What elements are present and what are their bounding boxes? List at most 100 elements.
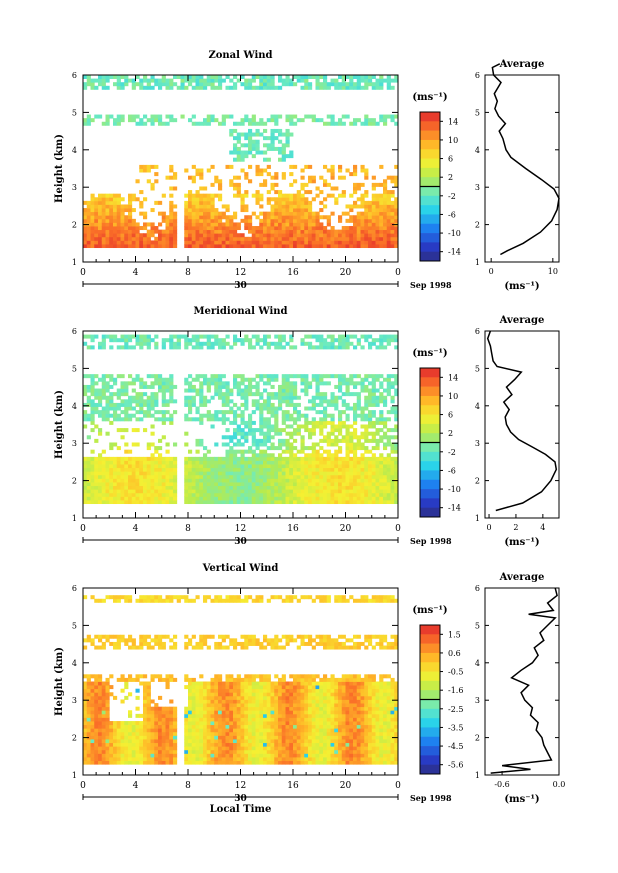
x-tick-label: 8: [185, 524, 191, 534]
y-tick-label: 3: [72, 696, 77, 705]
colorbar-tick-label: 10: [448, 392, 458, 401]
average-y-tick-label: 4: [475, 146, 480, 155]
y-tick-label: 6: [72, 584, 77, 593]
colorbar-swatch: [420, 112, 440, 122]
colorbar-tick-label: -10: [448, 229, 461, 238]
y-tick-label: 5: [72, 108, 77, 117]
average-y-tick-label: 2: [475, 734, 480, 743]
colorbar-tick-label: -6: [448, 210, 456, 219]
x-tick-label: 8: [185, 781, 191, 791]
average-y-tick-label: 1: [475, 258, 480, 267]
average-y-tick-label: 6: [475, 71, 480, 80]
colorbar-swatch: [420, 507, 440, 518]
x-tick-label: 16: [287, 781, 299, 791]
x-tick-label: 20: [340, 524, 352, 534]
colorbar-swatch: [420, 708, 440, 719]
x-tick-label: 0: [395, 268, 401, 278]
colorbar-swatch: [420, 149, 440, 159]
colorbar-unit: (ms⁻¹): [412, 605, 447, 616]
average-x-axis-label: (ms⁻¹): [504, 281, 539, 292]
colorbar-swatch: [420, 368, 440, 378]
average-y-tick-label: 6: [475, 327, 480, 336]
average-y-tick-label: 2: [475, 221, 480, 230]
panel-title: Vertical Wind: [202, 563, 279, 574]
colorbar-swatch: [420, 470, 440, 481]
colorbar-tick-label: -1.6: [448, 686, 463, 695]
colorbar-swatch: [420, 764, 440, 775]
colorbar-swatch: [420, 233, 440, 243]
x-tick-label: 0: [395, 781, 401, 791]
colorbar-swatch: [420, 625, 440, 635]
colorbar-tick-label: -4.5: [448, 742, 463, 751]
x-tick-label: 20: [340, 268, 352, 278]
panel-title: Meridional Wind: [193, 306, 287, 317]
average-y-tick-label: 3: [475, 439, 480, 448]
wind-field: [83, 75, 399, 249]
colorbar-swatch: [420, 167, 440, 178]
colorbar-swatch: [420, 451, 440, 462]
colorbar-swatch: [420, 195, 440, 206]
average-x-tick-label: 0.0: [553, 780, 566, 789]
average-profile-line: [490, 587, 558, 774]
colorbar-swatch: [420, 242, 440, 252]
colorbar-swatch: [420, 643, 440, 654]
colorbar-swatch: [420, 377, 440, 387]
colorbar-tick-label: 6: [448, 155, 453, 164]
colorbar-tick-label: 6: [448, 411, 453, 420]
x-tick-label: 16: [287, 268, 299, 278]
y-tick-label: 2: [72, 477, 77, 486]
average-x-tick-label: 2: [513, 523, 518, 532]
colorbar: 1.5 0.6 -0.5 -1.6 -2.5 -3.5 -4.5 -5.6: [419, 624, 463, 775]
colorbar-swatch: [420, 461, 440, 471]
y-tick-label: 1: [72, 258, 77, 267]
x-tick-label: 0: [80, 781, 86, 791]
y-tick-label: 5: [72, 364, 77, 373]
colorbar-swatch: [420, 479, 440, 490]
colorbar-swatch: [420, 690, 440, 700]
colorbar-tick-label: 14: [448, 373, 458, 382]
colorbar-tick-label: -2: [448, 448, 456, 457]
colorbar-tick-label: -2.5: [448, 705, 463, 714]
y-tick-label: 3: [72, 183, 77, 192]
x-tick-label: 4: [133, 268, 139, 278]
colorbar-swatch: [420, 130, 440, 141]
colorbar-tick-label: -14: [448, 504, 461, 513]
x-tick-label: 0: [80, 268, 86, 278]
colorbar: 14 10 6 2 -2 -6 -10 -14: [419, 367, 461, 518]
colorbar-swatch: [420, 489, 440, 499]
average-panel: Average 1 2 3 4 5 6 0 10 (ms⁻¹): [475, 59, 560, 292]
colorbar-swatch: [420, 699, 440, 710]
y-tick-label: 5: [72, 621, 77, 630]
average-title: Average: [499, 315, 545, 326]
colorbar-swatch: [420, 158, 440, 169]
colorbar-swatch: [420, 177, 440, 187]
average-x-axis-label: (ms⁻¹): [504, 537, 539, 548]
average-y-tick-label: 3: [475, 696, 480, 705]
colorbar-swatch: [420, 662, 440, 672]
average-x-tick-label: 0: [489, 267, 494, 276]
y-tick-label: 3: [72, 439, 77, 448]
x-tick-label: 20: [340, 781, 352, 791]
x-tick-label: 12: [235, 524, 246, 534]
y-axis-label: Height (km): [54, 647, 65, 716]
average-y-tick-label: 4: [475, 402, 480, 411]
colorbar-tick-label: -3.5: [448, 723, 463, 732]
colorbar-swatch: [420, 395, 440, 406]
average-title: Average: [499, 59, 545, 70]
colorbar-tick-label: 14: [448, 117, 458, 126]
y-tick-label: 1: [72, 771, 77, 780]
y-tick-label: 4: [72, 402, 77, 411]
x-tick-label: 12: [235, 781, 246, 791]
y-tick-label: 2: [72, 221, 77, 230]
y-axis-label: Height (km): [54, 134, 65, 203]
average-y-tick-label: 2: [475, 477, 480, 486]
panel-title: Zonal Wind: [208, 50, 272, 61]
average-frame: [484, 587, 560, 776]
date-suffix: Sep 1998: [410, 793, 452, 803]
x-tick-label: 8: [185, 268, 191, 278]
date-label: 30: [234, 794, 247, 804]
x-tick-label: 16: [287, 524, 299, 534]
colorbar-tick-label: -5.6: [448, 761, 463, 770]
